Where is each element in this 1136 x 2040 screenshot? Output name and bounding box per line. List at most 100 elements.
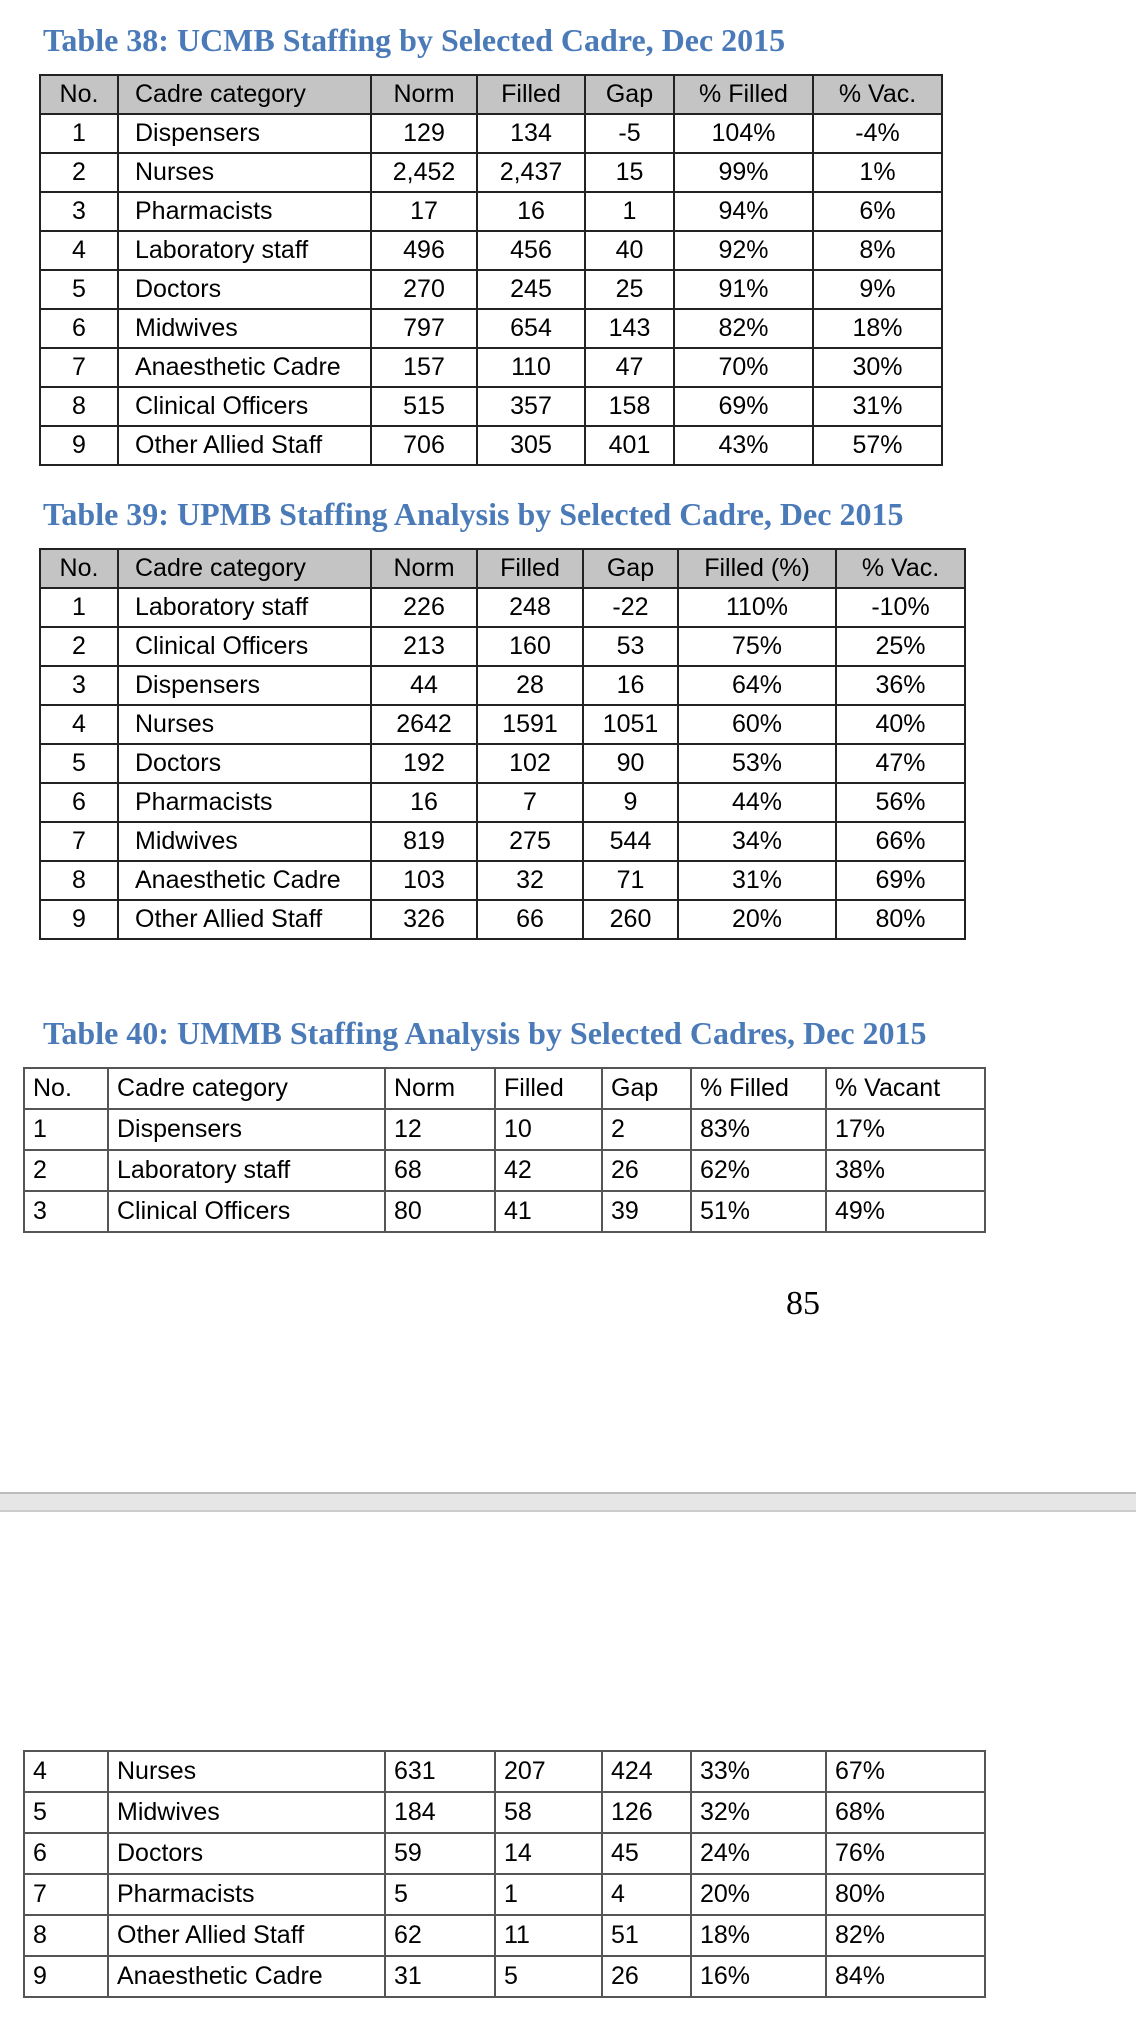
table-cell: 1 (494, 1873, 603, 1916)
table-cell: 10 (494, 1108, 603, 1151)
table-cell: 6% (812, 191, 943, 232)
table-cell: 36% (835, 665, 966, 706)
table-cell: 4 (39, 704, 119, 745)
table-cell: 66% (835, 821, 966, 862)
table-row: 5 Doctors 192 102 90 53% 47% (39, 743, 966, 784)
table-cell: 47% (835, 743, 966, 784)
table-cell: 515 (370, 386, 478, 427)
table-cell: 6 (23, 1832, 109, 1875)
table-cell: Nurses (117, 704, 372, 745)
table-cell: 64% (677, 665, 837, 706)
table-cell: 5 (494, 1955, 603, 1998)
page-number: 85 (786, 1285, 820, 1322)
table-cell: Midwives (117, 308, 372, 349)
table-cell: 9 (39, 425, 119, 466)
table-cell: 41 (494, 1190, 603, 1233)
table-cell: Anaesthetic Cadre (107, 1955, 386, 1998)
table-cell: 2 (601, 1108, 692, 1151)
table-cell: 83% (690, 1108, 827, 1151)
table-row: 7 Midwives 819 275 544 34% 66% (39, 821, 966, 862)
table-cell: 91% (673, 269, 814, 310)
table-cell: 20% (690, 1873, 827, 1916)
table-cell: 103 (370, 860, 478, 901)
table-cell: 82% (825, 1914, 986, 1957)
table-cell: 9 (582, 782, 679, 823)
header-cell: Gap (584, 74, 675, 115)
table-row: 1 Laboratory staff 226 248 -22 110% -10% (39, 587, 966, 628)
table-cell: -22 (582, 587, 679, 628)
header-cell: No. (39, 548, 119, 589)
table-cell: 797 (370, 308, 478, 349)
table-cell: 53 (582, 626, 679, 667)
table-cell: Nurses (107, 1750, 386, 1793)
table-cell: 7 (476, 782, 584, 823)
table-row: 1 Dispensers 12 10 2 83% 17% (23, 1108, 986, 1151)
table-cell: 62 (384, 1914, 496, 1957)
header-cell: Cadre category (117, 548, 372, 589)
table-cell: 15 (584, 152, 675, 193)
table-cell: 134 (476, 113, 586, 154)
table-cell: 5 (39, 269, 119, 310)
table-cell: 45 (601, 1832, 692, 1875)
page-break (0, 1492, 1136, 1512)
table-cell: Pharmacists (117, 782, 372, 823)
table-row: 4 Laboratory staff 496 456 40 92% 8% (39, 230, 943, 271)
header-cell: No. (39, 74, 119, 115)
table-cell: -10% (835, 587, 966, 628)
table-cell: 16 (582, 665, 679, 706)
table-cell: 2,437 (476, 152, 586, 193)
table-cell: 1051 (582, 704, 679, 745)
table-cell: 9% (812, 269, 943, 310)
table-row: 2 Nurses 2,452 2,437 15 99% 1% (39, 152, 943, 193)
table-cell: 6 (39, 782, 119, 823)
header-cell: No. (23, 1067, 109, 1110)
table-cell: Anaesthetic Cadre (117, 347, 372, 388)
header-cell: Gap (601, 1067, 692, 1110)
table-cell: 16 (370, 782, 478, 823)
data-table: No. Cadre category Norm Filled Gap% Filled% … (23, 1067, 986, 1233)
header-row: No. Cadre category Norm Filled Gap Filled (%)… (39, 548, 966, 589)
table-cell: 102 (476, 743, 584, 784)
table-cell: 69% (835, 860, 966, 901)
table-row: 9 Anaesthetic Cadre 31 5 26 16% 84% (23, 1955, 986, 1998)
table-cell: 40% (835, 704, 966, 745)
table-cell: 401 (584, 425, 675, 466)
header-cell: Filled (%) (677, 548, 837, 589)
table-cell: 17% (825, 1108, 986, 1151)
table-cell: Dispensers (117, 113, 372, 154)
table-cell: Clinical Officers (117, 626, 372, 667)
table-cell: 25 (584, 269, 675, 310)
table-cell: Midwives (107, 1791, 386, 1834)
table-row: 6 Pharmacists 16 7 9 44% 56% (39, 782, 966, 823)
table-cell: Midwives (117, 821, 372, 862)
table-cell: 49% (825, 1190, 986, 1233)
table-cell: 18% (690, 1914, 827, 1957)
table-cell: 9 (39, 899, 119, 940)
table-cell: 631 (384, 1750, 496, 1793)
table-cell: 59 (384, 1832, 496, 1875)
header-cell: % Filled (673, 74, 814, 115)
table-cell: Other Allied Staff (107, 1914, 386, 1957)
table-cell: 184 (384, 1791, 496, 1834)
table-cell: 17 (370, 191, 478, 232)
table-cell: Doctors (117, 743, 372, 784)
table-cell: 31% (812, 386, 943, 427)
table-cell: 1% (812, 152, 943, 193)
table-cell: 62% (690, 1149, 827, 1192)
table-cell: 4 (601, 1873, 692, 1916)
table-cell: 32 (476, 860, 584, 901)
table-cell: 51 (601, 1914, 692, 1957)
table-cell: Laboratory staff (117, 587, 372, 628)
header-row: No. Cadre category Norm Filled Gap% Filled% … (39, 74, 943, 115)
table-row: 9 Other Allied Staff 326 66 260 20% 80% (39, 899, 966, 940)
table-cell: 2 (39, 626, 119, 667)
table-cell: 99% (673, 152, 814, 193)
table-cell: 16 (476, 191, 586, 232)
table-row: 1 Dispensers 129 134 -5 104% -4% (39, 113, 943, 154)
table-cell: 40 (584, 230, 675, 271)
table-cell: 4 (39, 230, 119, 271)
table-cell: 2 (39, 152, 119, 193)
table-row: 7 Pharmacists 5 1 4 20% 80% (23, 1873, 986, 1916)
table-title: Table 40: UMMB Staffing Analysis by Sele… (43, 1015, 927, 1051)
header-cell: Filled (476, 74, 586, 115)
